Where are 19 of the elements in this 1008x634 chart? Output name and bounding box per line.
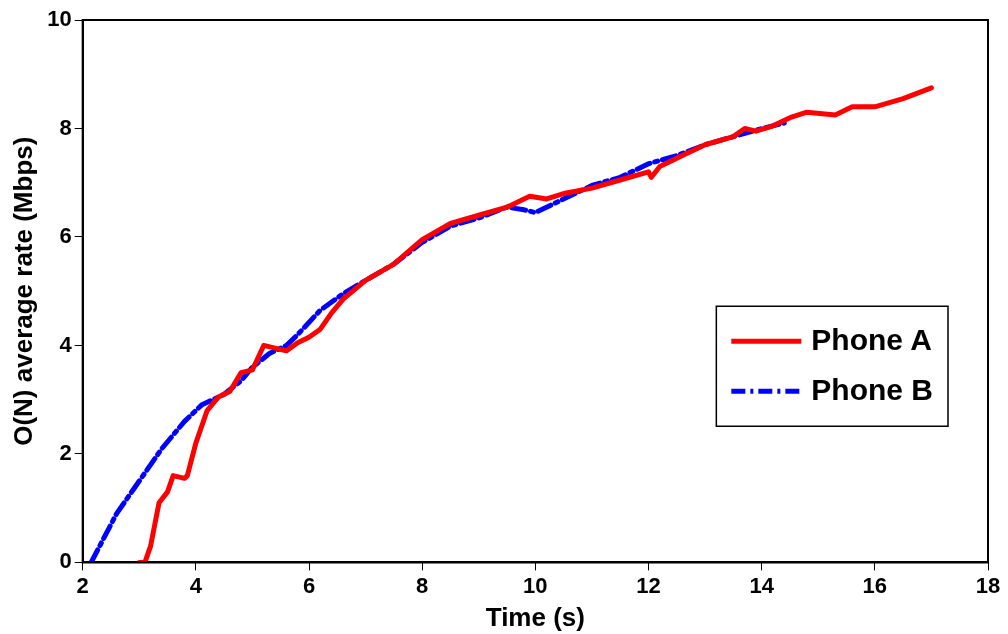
legend-label: Phone A (811, 323, 932, 357)
y-tick-label: 8 (59, 114, 72, 140)
y-tick-label: 4 (59, 331, 73, 357)
x-tick-label: 4 (189, 572, 203, 598)
x-tick-label: 16 (862, 572, 888, 598)
y-axis-title: O(N) average rate (Mbps) (7, 136, 38, 446)
legend-label: Phone B (811, 373, 933, 407)
x-tick-label: 10 (523, 572, 548, 598)
y-tick-label: 2 (59, 439, 72, 465)
x-tick-label: 8 (416, 572, 429, 598)
x-tick-label: 12 (636, 572, 661, 598)
y-tick-label: 10 (47, 6, 72, 32)
x-tick-label: 2 (76, 572, 89, 598)
x-tick-label: 14 (749, 572, 775, 598)
y-tick-label: 0 (59, 548, 72, 574)
x-axis-title: Time (s) (485, 601, 585, 632)
y-tick-label: 6 (59, 223, 72, 249)
x-tick-label: 18 (975, 572, 1001, 598)
x-tick-label: 6 (302, 572, 316, 598)
